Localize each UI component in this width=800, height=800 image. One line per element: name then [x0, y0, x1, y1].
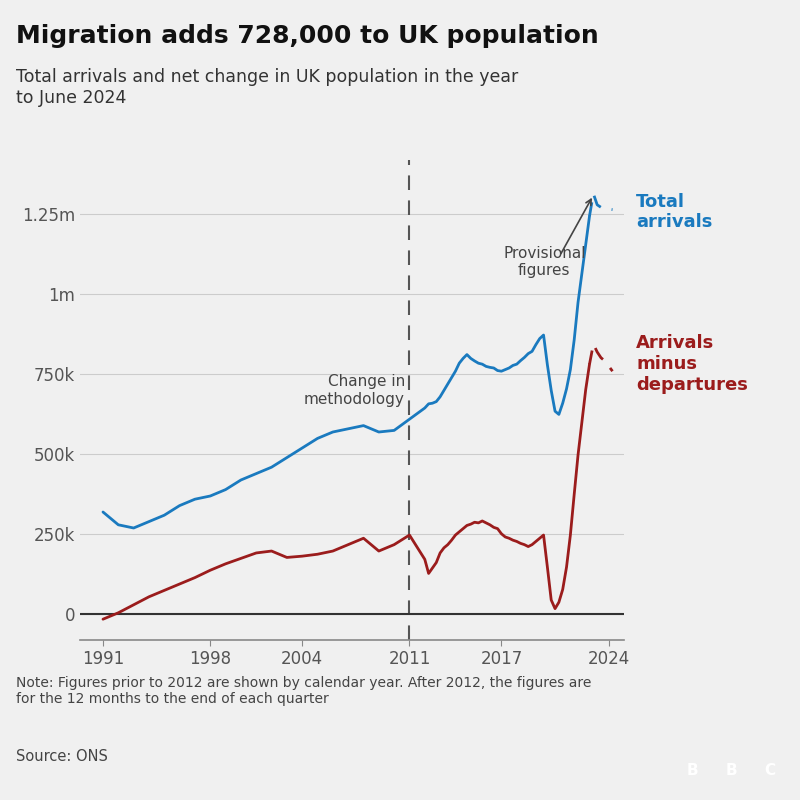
Text: Arrivals
minus
departures: Arrivals minus departures: [636, 334, 748, 394]
Text: Change in
methodology: Change in methodology: [304, 374, 405, 406]
Text: B: B: [726, 763, 737, 778]
Text: Total
arrivals: Total arrivals: [636, 193, 712, 231]
Text: Provisional
figures: Provisional figures: [503, 246, 586, 278]
Text: C: C: [764, 763, 775, 778]
Text: Note: Figures prior to 2012 are shown by calendar year. After 2012, the figures : Note: Figures prior to 2012 are shown by…: [16, 676, 591, 706]
Text: B: B: [687, 763, 698, 778]
Text: Total arrivals and net change in UK population in the year
to June 2024: Total arrivals and net change in UK popu…: [16, 68, 518, 106]
Text: Source: ONS: Source: ONS: [16, 749, 108, 764]
Text: Migration adds 728,000 to UK population: Migration adds 728,000 to UK population: [16, 24, 598, 48]
